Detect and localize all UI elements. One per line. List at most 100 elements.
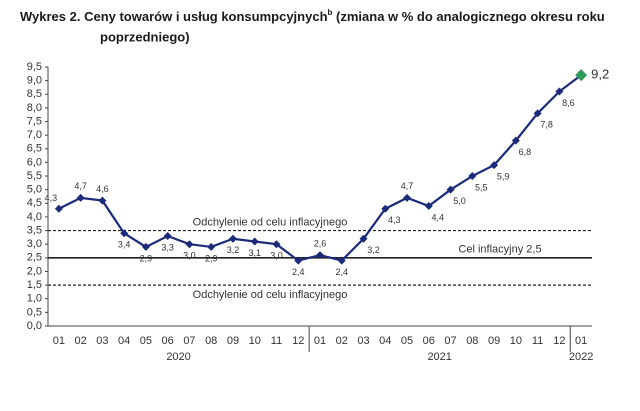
x-tick-label: 07	[444, 335, 456, 347]
data-label: 3,4	[118, 240, 131, 250]
data-point	[337, 256, 346, 265]
y-tick-label: 1,5	[27, 279, 42, 291]
x-tick-label: 12	[292, 335, 304, 347]
data-point	[207, 242, 216, 251]
data-point	[555, 87, 564, 96]
reference-label: Cel inflacyjny 2,5	[458, 244, 541, 256]
data-point	[141, 242, 150, 251]
y-tick-label: 1,0	[27, 293, 42, 305]
y-tick-label: 2,5	[27, 252, 42, 264]
y-tick-label: 0,0	[27, 320, 42, 332]
y-tick-label: 0,5	[27, 306, 42, 318]
data-point	[359, 234, 368, 243]
x-tick-label: 09	[488, 335, 500, 347]
y-tick-label: 6,0	[27, 156, 42, 168]
x-tick-label: 03	[357, 335, 369, 347]
chart-title-line2: poprzedniego)	[100, 29, 190, 44]
data-label: 4,3	[388, 215, 401, 225]
reference-label: Odchylenie od celu inflacyjnego	[193, 289, 348, 301]
data-label: 4,6	[96, 184, 109, 194]
x-tick-label: 06	[423, 335, 435, 347]
data-point	[228, 234, 237, 243]
data-point	[163, 232, 172, 241]
reference-label: Odchylenie od celu inflacyjnego	[193, 216, 348, 228]
data-label: 2,6	[314, 238, 327, 248]
y-tick-label: 2,0	[27, 265, 42, 277]
x-tick-label: 06	[162, 335, 174, 347]
x-tick-label: 07	[183, 335, 195, 347]
x-group-label: 2021	[427, 351, 451, 363]
data-label: 4,7	[401, 181, 414, 191]
x-tick-label: 11	[532, 335, 543, 347]
data-point	[490, 161, 499, 170]
data-point	[272, 240, 281, 249]
data-point	[424, 202, 433, 211]
x-tick-label: 02	[336, 335, 348, 347]
x-tick-label: 10	[510, 335, 522, 347]
data-label: 2,4	[336, 267, 349, 277]
x-tick-label: 01	[575, 335, 587, 347]
data-point	[403, 193, 412, 202]
data-label: 8,6	[562, 98, 575, 108]
y-tick-label: 7,5	[27, 115, 42, 127]
x-tick-label: 11	[271, 335, 282, 347]
data-label: 4,4	[432, 212, 445, 222]
y-tick-label: 4,5	[27, 197, 42, 209]
data-point	[294, 256, 303, 265]
data-label: 3,3	[161, 242, 174, 252]
x-tick-label: 04	[379, 335, 391, 347]
x-tick-label: 02	[75, 335, 87, 347]
y-tick-label: 3,0	[27, 238, 42, 250]
y-tick-label: 5,0	[27, 184, 42, 196]
data-point	[54, 204, 63, 213]
data-label: 3,2	[227, 245, 240, 255]
data-label: 4,3	[45, 193, 58, 203]
x-tick-label: 09	[227, 335, 239, 347]
data-label: 9,2	[591, 67, 609, 82]
data-point	[575, 69, 588, 82]
y-tick-label: 6,5	[27, 143, 42, 155]
data-label: 3,1	[248, 248, 261, 258]
x-tick-label: 08	[466, 335, 478, 347]
data-point	[533, 109, 542, 118]
x-tick-label: 01	[314, 335, 326, 347]
x-tick-label: 10	[249, 335, 261, 347]
data-label: 3,0	[270, 251, 283, 261]
x-tick-label: 05	[140, 335, 152, 347]
y-tick-label: 3,5	[27, 224, 42, 236]
series-line	[58, 74, 582, 262]
data-point	[250, 237, 259, 246]
x-tick-label: 04	[118, 335, 130, 347]
x-tick-label: 12	[553, 335, 565, 347]
data-label: 2,9	[140, 253, 153, 263]
data-point	[381, 204, 390, 213]
chart-title: Wykres 2. Ceny towarów i usług konsumpcy…	[20, 8, 605, 24]
y-tick-label: 9,5	[27, 61, 42, 73]
data-label: 7,8	[540, 120, 553, 130]
data-label: 5,9	[497, 172, 510, 182]
data-point	[446, 185, 455, 194]
y-tick-label: 9,0	[27, 75, 42, 87]
data-label: 3,0	[183, 251, 196, 261]
x-tick-label: 05	[401, 335, 413, 347]
x-group-label: 2022	[569, 351, 593, 363]
data-point	[468, 172, 477, 181]
x-group-label: 2020	[166, 351, 190, 363]
y-tick-label: 8,5	[27, 88, 42, 100]
y-tick-label: 5,5	[27, 170, 42, 182]
x-tick-label: 08	[205, 335, 217, 347]
data-point	[98, 196, 107, 205]
x-tick-label: 01	[53, 335, 65, 347]
y-tick-label: 7,0	[27, 129, 42, 141]
data-label: 5,5	[475, 182, 488, 192]
data-label: 6,8	[519, 147, 532, 157]
y-tick-label: 8,0	[27, 102, 42, 114]
y-tick-label: 4,0	[27, 211, 42, 223]
data-label: 2,4	[292, 267, 305, 277]
data-point	[185, 240, 194, 249]
data-label: 4,7	[74, 181, 87, 191]
x-tick-label: 03	[96, 335, 108, 347]
data-point	[76, 193, 85, 202]
data-label: 5,0	[453, 196, 466, 206]
